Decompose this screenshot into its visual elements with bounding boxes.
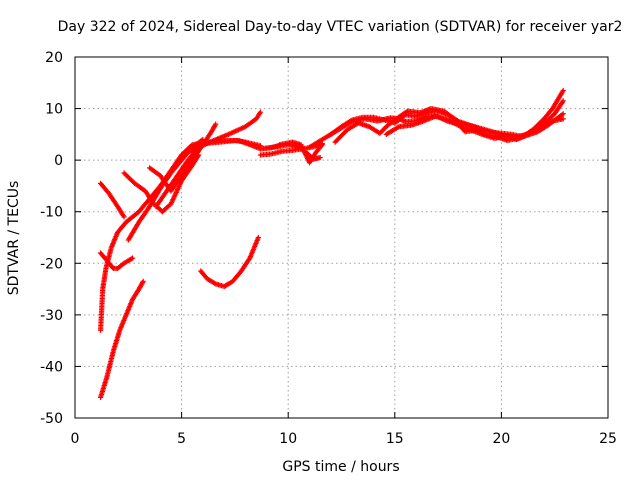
data-point xyxy=(560,87,566,94)
y-tick-label: 20 xyxy=(45,50,63,66)
y-tick-label: -50 xyxy=(40,411,63,427)
series-track-14 xyxy=(277,139,325,166)
data-point xyxy=(213,121,219,127)
x-tick-label: 25 xyxy=(599,431,617,447)
data-point xyxy=(319,142,325,148)
data-point xyxy=(560,98,566,104)
series-track-1 xyxy=(97,278,146,400)
data-point xyxy=(560,111,566,117)
data-point xyxy=(255,234,261,241)
data-point xyxy=(129,255,136,261)
series-track-4 xyxy=(97,180,127,220)
grid-layer xyxy=(75,57,608,418)
y-tick-label: -40 xyxy=(40,359,63,375)
series-track-3 xyxy=(97,250,136,272)
data-point xyxy=(257,109,264,115)
chart-title: Day 322 of 2024, Sidereal Day-to-day VTE… xyxy=(58,19,623,35)
y-axis-title: SDTVAR / TECUs xyxy=(6,181,22,296)
y-tick-label: -20 xyxy=(40,256,63,272)
data-point xyxy=(318,143,324,149)
x-tick-label: 0 xyxy=(71,431,80,447)
series-track-5 xyxy=(121,152,202,215)
series-track-11 xyxy=(198,234,261,290)
x-tick-label: 10 xyxy=(279,431,297,447)
x-tick-label: 20 xyxy=(492,431,510,447)
data-point xyxy=(317,154,323,161)
data-point xyxy=(560,116,566,122)
y-tick-label: 0 xyxy=(54,153,63,169)
series-track-17 xyxy=(332,105,566,145)
data-point xyxy=(109,264,116,270)
ticks-layer: 0 5 10 15 20 25 -50 -40 -30 -20 -10 0 10 20 xyxy=(40,50,617,447)
series-track-10 xyxy=(185,137,264,153)
data-point xyxy=(140,278,146,284)
plot-frame xyxy=(74,56,609,419)
x-tick-label: 15 xyxy=(386,431,404,447)
y-tick-label: 10 xyxy=(45,102,63,118)
series-track-18 xyxy=(383,111,566,143)
marks-layer xyxy=(97,87,566,400)
y-tick-label: -10 xyxy=(40,205,63,221)
x-axis-title: GPS time / hours xyxy=(282,459,399,475)
x-tick-label: 5 xyxy=(177,431,186,447)
data-point xyxy=(121,214,127,220)
y-tick-label: -30 xyxy=(40,308,63,324)
